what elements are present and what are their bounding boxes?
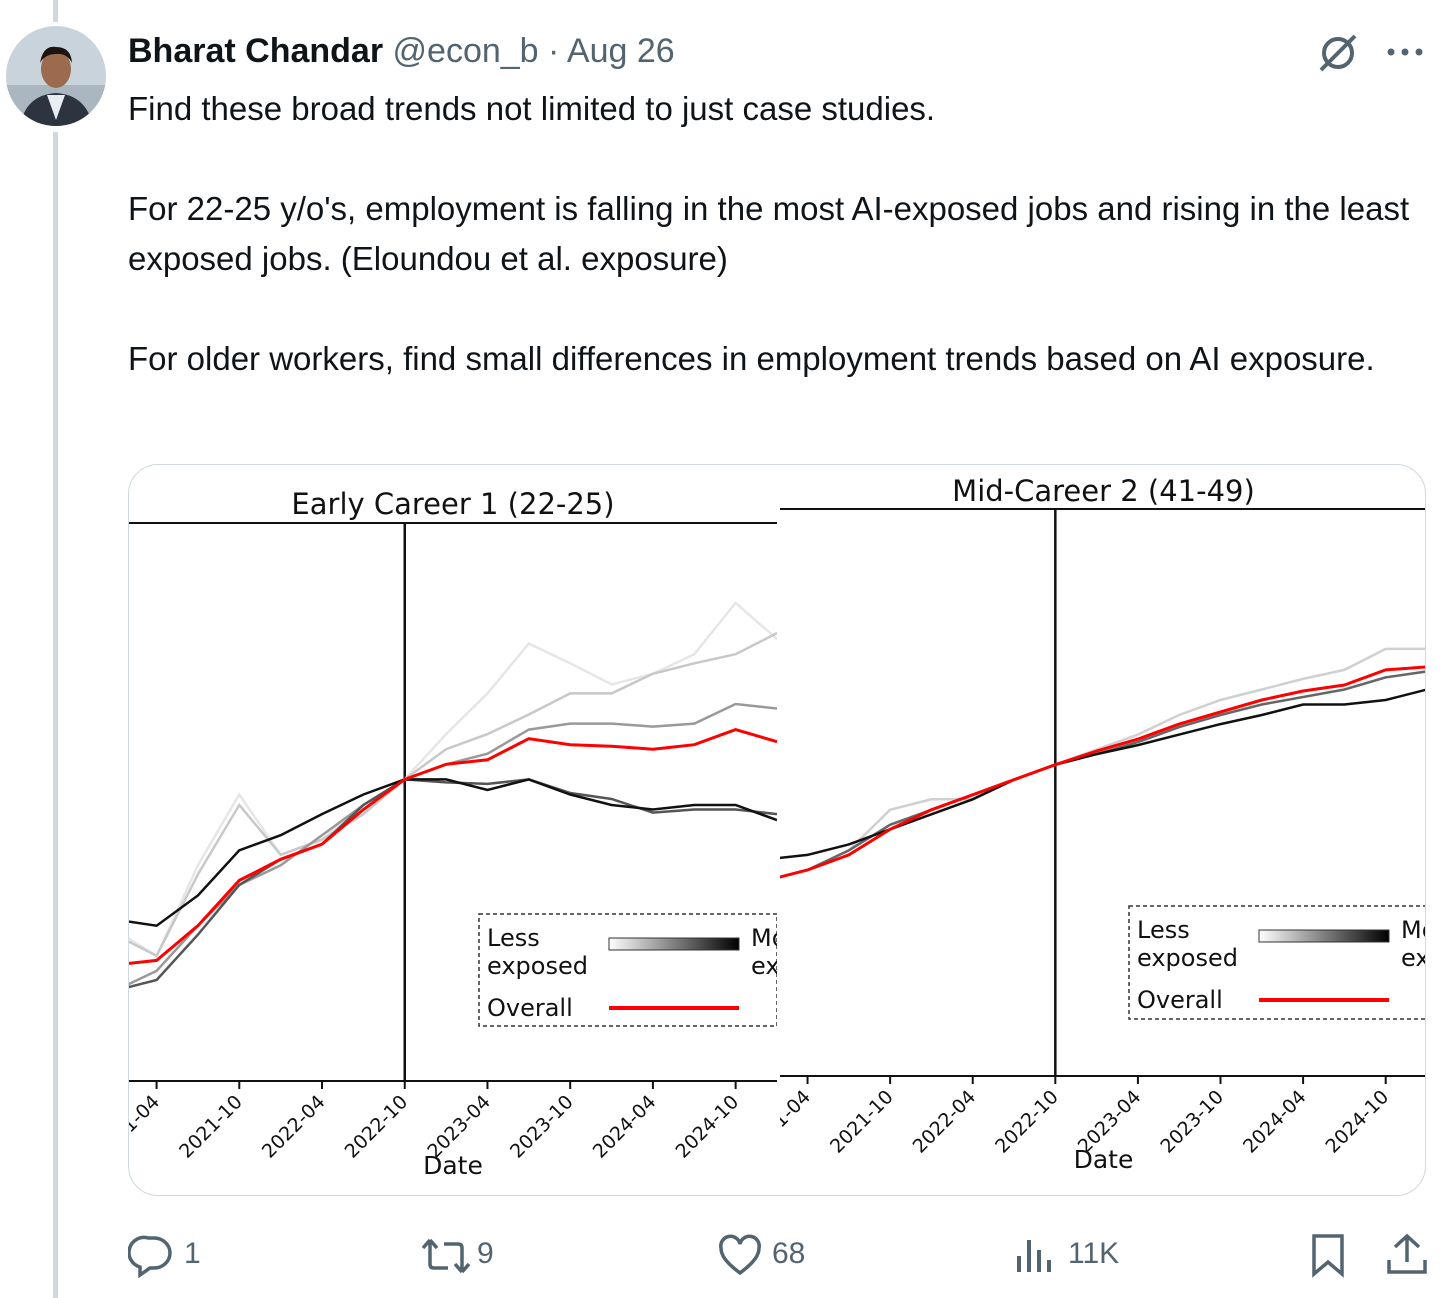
x-axis-label: Date <box>423 1151 483 1180</box>
tweet-header: Bharat Chandar @econ_b · Aug 26 <box>128 32 675 71</box>
series-line <box>129 728 777 965</box>
series-line <box>780 670 1425 879</box>
legend-low-line: Less <box>487 924 540 952</box>
avatar[interactable] <box>5 25 107 127</box>
tweet-text: Find these broad trends not limited to j… <box>128 84 1418 434</box>
chart-panel: Mid-Career 2 (41-49) 2021-04 2021-10 2022-0… <box>743 474 1426 1174</box>
legend-high-line: More <box>751 924 811 952</box>
x-axis-label: Date <box>1074 1145 1134 1174</box>
x-tick-label: 2021-10 <box>175 1091 247 1163</box>
x-tick-label: 2024-04 <box>589 1091 661 1163</box>
bookmark-icon[interactable] <box>1308 1232 1348 1278</box>
author-name[interactable]: Bharat Chandar <box>128 32 384 70</box>
x-tick-label: 2023-10 <box>1156 1086 1228 1158</box>
x-tick-label: 2024-04 <box>1239 1086 1311 1158</box>
repost-icon[interactable] <box>420 1234 472 1278</box>
legend-low-line: exposed <box>487 952 588 980</box>
thread-line <box>53 132 58 1298</box>
legend-low-line: exposed <box>1137 944 1238 972</box>
series-line <box>780 665 1425 879</box>
like-icon[interactable] <box>718 1234 762 1278</box>
tweet-date[interactable]: · Aug 26 <box>548 32 675 70</box>
x-tick-label: 2022-10 <box>991 1086 1063 1158</box>
legend-low-line: Less <box>1137 916 1190 944</box>
legend-low: Less exposed <box>487 924 588 980</box>
x-tick-label: 2022-04 <box>258 1091 330 1163</box>
chart-image: Early Career 1 (22-25)2021-04 2021-10 2022… <box>129 474 1426 1180</box>
repost-count: 9 <box>477 1237 494 1270</box>
series-line <box>129 778 777 928</box>
series-line <box>129 631 777 958</box>
legend-high-line: More <box>1401 916 1426 944</box>
legend-high-line: exposed <box>1401 944 1426 972</box>
views-icon[interactable] <box>1013 1234 1057 1278</box>
x-tick-label: 2024-10 <box>671 1091 743 1163</box>
x-tick-label: 2021-04 <box>743 1086 815 1158</box>
x-tick-label: 2022-10 <box>341 1091 413 1163</box>
legend-colorbar <box>608 937 740 951</box>
x-tick-label: 2024-10 <box>1322 1086 1394 1158</box>
reply-count: 1 <box>184 1237 201 1270</box>
like-count: 68 <box>772 1237 806 1270</box>
grok-icon[interactable] <box>1315 30 1361 76</box>
series-line <box>129 601 777 958</box>
legend-colorbar <box>1258 929 1390 943</box>
chart-panel: Early Career 1 (22-25)2021-04 2021-10 2022… <box>129 487 852 1180</box>
thread-line <box>53 0 58 22</box>
series-line <box>780 688 1425 860</box>
paragraph: For older workers, find small difference… <box>128 340 1375 377</box>
paragraph: For 22-25 y/o's, employment is falling i… <box>128 190 1410 277</box>
views-count: 11K <box>1068 1237 1120 1270</box>
legend-low: Less exposed <box>1137 916 1238 972</box>
x-tick-label: 2022-04 <box>909 1086 981 1158</box>
x-tick-label: 2021-04 <box>129 1091 164 1163</box>
legend-overall: Overall <box>487 994 573 1022</box>
legend-overall: Overall <box>1137 986 1223 1014</box>
author-handle[interactable]: @econ_b <box>392 32 539 70</box>
reply-icon[interactable] <box>128 1232 174 1278</box>
x-tick-label: 2021-10 <box>826 1086 898 1158</box>
share-icon[interactable] <box>1385 1232 1429 1278</box>
chart-title: Early Career 1 (22-25) <box>291 487 614 521</box>
paragraph: Find these broad trends not limited to j… <box>128 90 936 127</box>
series-line <box>129 778 777 989</box>
media[interactable]: Early Career 1 (22-25) 2021-04 2021-10 2022… <box>128 464 1426 1196</box>
chart-title: Mid-Career 2 (41-49) <box>952 474 1255 508</box>
more-icon[interactable] <box>1385 40 1425 64</box>
legend-high-line: exposed <box>751 952 852 980</box>
x-tick-label: 2023-10 <box>506 1091 578 1163</box>
